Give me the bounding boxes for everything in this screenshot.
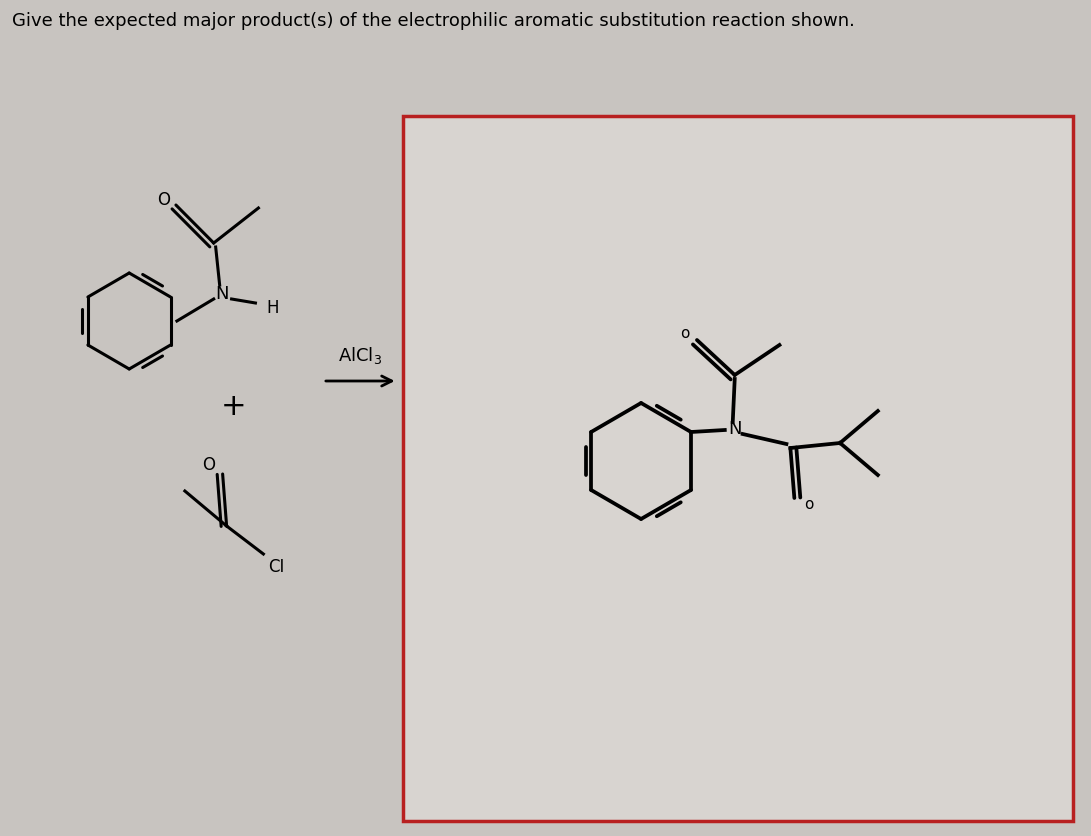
Text: N: N [215, 285, 228, 303]
Text: CI: CI [268, 558, 285, 575]
Text: O: O [202, 456, 215, 473]
Text: o: o [681, 326, 690, 341]
Text: N: N [728, 420, 742, 437]
Bar [403, 117, 1074, 821]
Text: H: H [266, 298, 279, 317]
Text: o: o [804, 497, 814, 512]
Text: Give the expected major product(s) of the electrophilic aromatic substitution re: Give the expected major product(s) of th… [12, 12, 855, 30]
Text: +: + [220, 392, 247, 421]
Text: O: O [157, 191, 170, 209]
Text: AlCl$_3$: AlCl$_3$ [338, 344, 382, 365]
